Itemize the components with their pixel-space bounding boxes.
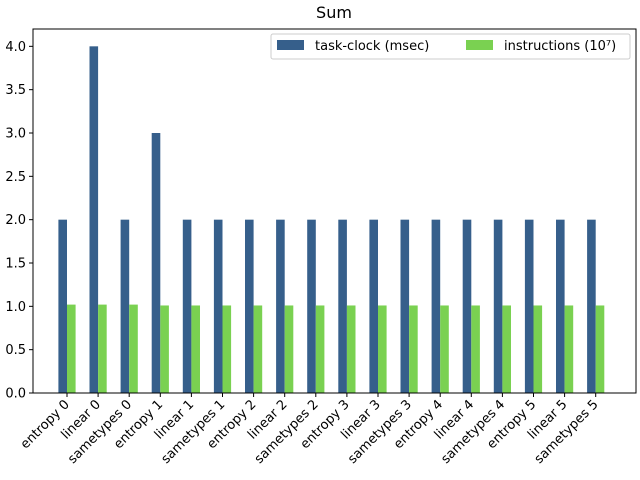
plot-area (58, 46, 605, 393)
bar-task-clock-5 (213, 219, 223, 393)
bar-task-clock-9 (338, 219, 347, 393)
chart-title: Sum (316, 3, 352, 22)
bar-instructions-11 (409, 305, 418, 393)
bar-instructions-13 (471, 305, 480, 393)
y-tick-label: 0.5 (5, 343, 26, 358)
bar-instructions-5 (222, 305, 232, 393)
y-axis: 0.0 0.5 1.0 1.5 2.0 2.5 3.0 3.5 4.0 (5, 40, 33, 402)
y-tick-label: 0.0 (5, 387, 26, 402)
bar-instructions-15 (533, 305, 543, 393)
bar-task-clock-1 (89, 46, 99, 393)
bar-task-clock-3 (151, 133, 161, 393)
y-tick-label: 3.5 (5, 83, 26, 98)
bar-instructions-10 (378, 305, 387, 393)
bar-instructions-2 (129, 304, 138, 393)
y-tick-label: 2.5 (5, 170, 26, 185)
bar-task-clock-15 (524, 219, 534, 393)
y-tick-label: 4.0 (5, 40, 26, 55)
bar-instructions-1 (98, 304, 107, 393)
legend-label-task-clock: task-clock (msec) (315, 39, 429, 54)
y-tick-label: 2.0 (5, 213, 26, 228)
bar-task-clock-16 (556, 219, 565, 393)
legend-swatch-task-clock (277, 40, 304, 50)
bar-task-clock-13 (462, 219, 472, 393)
bar-instructions-9 (346, 305, 356, 393)
bar-instructions-16 (564, 305, 574, 393)
bar-task-clock-2 (120, 219, 130, 393)
y-tick-label: 1.5 (5, 257, 26, 272)
y-tick-label: 3.0 (5, 127, 26, 142)
bar-task-clock-11 (400, 219, 410, 393)
legend-box (270, 33, 631, 60)
bar-instructions-3 (160, 305, 169, 393)
y-tick-label: 1.0 (5, 300, 26, 315)
bar-task-clock-17 (587, 219, 596, 393)
bar-instructions-14 (502, 305, 511, 393)
legend-swatch-instructions (466, 40, 493, 50)
bar-instructions-4 (191, 305, 200, 393)
bar-task-clock-0 (58, 219, 67, 393)
bar-task-clock-8 (307, 219, 316, 393)
bar-task-clock-4 (182, 219, 192, 393)
legend-label-instructions: instructions (10⁷) (504, 39, 616, 54)
bar-task-clock-12 (431, 219, 441, 393)
bar-instructions-17 (595, 305, 605, 393)
bar-task-clock-7 (276, 219, 285, 393)
axes-frame (32, 28, 637, 394)
legend: task-clock (msec) instructions (10⁷) (270, 33, 631, 60)
bar-task-clock-14 (493, 219, 503, 393)
bar-task-clock-6 (245, 219, 254, 393)
bar-instructions-8 (315, 305, 325, 393)
bar-instructions-7 (284, 305, 294, 393)
bar-task-clock-10 (369, 219, 378, 393)
bar-instructions-0 (67, 304, 76, 393)
bar-instructions-12 (440, 305, 449, 393)
bar-instructions-6 (253, 305, 263, 393)
